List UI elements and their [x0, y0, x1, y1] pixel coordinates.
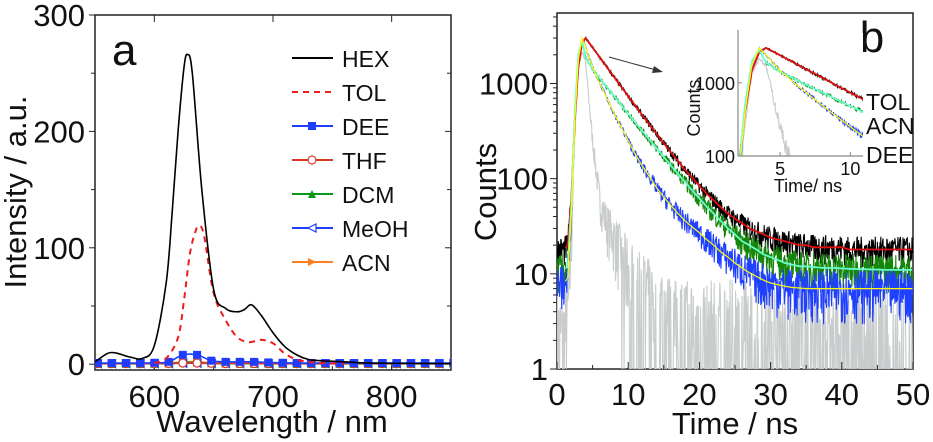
legend-item-hex: HEX — [292, 46, 389, 72]
legend-marker — [306, 223, 317, 233]
fit-curve-dee — [565, 35, 913, 290]
x-tick-label: 30 — [753, 377, 787, 412]
inset-y-axis-title: Counts — [684, 79, 704, 136]
data-point-dee — [121, 359, 130, 368]
y-tick-label: 200 — [33, 114, 85, 149]
legend-item-tol: TOL — [292, 80, 387, 106]
series-line-hex — [95, 53, 451, 365]
x-tick-label: 20 — [682, 377, 716, 412]
fit-curve-acn — [564, 40, 913, 271]
panel-a-frame — [94, 14, 452, 371]
panel-b-series — [557, 35, 913, 369]
legend-item-dee: DEE — [292, 114, 389, 140]
x-tick-label: 800 — [366, 379, 418, 414]
inset-label-tol: TOL — [866, 89, 911, 115]
data-point-dee — [207, 356, 216, 365]
legend-label: TOL — [342, 80, 387, 106]
data-point-dee — [335, 359, 344, 368]
legend-marker — [308, 190, 316, 198]
panel-a-legend: HEX TOL DEE THF DCM MeOH ACN — [292, 46, 408, 276]
inset-ticks: 5 10 100 1000 — [695, 30, 863, 179]
inset-label-dee: DEE — [866, 142, 913, 168]
inset-x-axis-title: Time/ ns — [774, 176, 842, 196]
fit-curve-tol — [564, 36, 913, 251]
panel-b-x-axis-title: Time / ns — [672, 406, 798, 441]
inset-x-tick-label: 5 — [775, 159, 785, 179]
inset-series-irf — [741, 57, 791, 156]
data-trace-irf — [557, 51, 913, 369]
panel-b-label: b — [860, 13, 884, 62]
inset-background — [738, 33, 863, 156]
y-tick-label: 10 — [514, 257, 548, 292]
legend-label: MeOH — [342, 216, 408, 242]
legend-item-dcm: DCM — [292, 182, 394, 208]
y-tick-label: 1 — [531, 352, 548, 387]
panel-a-series — [95, 53, 451, 369]
inset-label-acn: ACN — [866, 113, 915, 139]
inset-fit-curve-dee — [740, 46, 863, 156]
panel-a-x-axis-title: Wavelength / nm — [156, 404, 387, 439]
data-point-dee — [193, 350, 202, 359]
y-tick-label: 100 — [33, 231, 85, 266]
series-irf — [557, 51, 913, 369]
inset-chart: 5 10 100 1000 Time/ ns Counts TOL ACN DEE — [684, 30, 915, 196]
series-tol — [153, 224, 345, 365]
panel-a-ticks: 600 700 800 0 100 200 300 — [33, 0, 451, 414]
x-tick-label: 0 — [548, 377, 565, 412]
data-point-thf — [192, 358, 202, 368]
zoom-arrow — [608, 56, 657, 71]
data-point-dee — [278, 358, 287, 367]
data-point-dee — [235, 357, 244, 366]
legend-label: DCM — [342, 182, 394, 208]
data-point-dee — [250, 357, 259, 366]
x-tick-label: 40 — [825, 377, 859, 412]
inset-y-tick-label: 100 — [705, 147, 735, 167]
data-point-dee — [264, 358, 273, 367]
zoom-arrow-head — [652, 66, 663, 73]
inset-x-tick-label: 10 — [840, 159, 860, 179]
data-point-dee — [292, 359, 301, 368]
data-point-dee — [107, 359, 116, 368]
data-point-dee — [221, 357, 230, 366]
legend-label: DEE — [342, 114, 389, 140]
legend-marker — [308, 122, 316, 130]
data-point-dee — [136, 359, 145, 368]
x-tick-label: 700 — [247, 379, 299, 414]
data-point-dee — [178, 350, 187, 359]
panel-a: 600 700 800 0 100 200 300 a Wavelength / nm In… — [0, 0, 452, 439]
panel-b-y-axis-title: Counts — [468, 143, 503, 241]
inset-series — [738, 46, 863, 156]
inset-data-trace-irf — [741, 57, 791, 156]
data-point-dee — [164, 357, 173, 366]
y-tick-label: 300 — [33, 0, 85, 33]
legend-item-meoh: MeOH — [292, 216, 408, 242]
legend-label: THF — [342, 148, 387, 174]
panel-b: 0 10 20 30 40 50 1 10 100 1000 b Time / ns Counts… — [468, 12, 930, 441]
legend-marker — [307, 155, 317, 165]
inset-fit-curve-acn — [739, 48, 863, 156]
x-tick-label: 50 — [896, 377, 930, 412]
panel-a-label: a — [112, 26, 137, 75]
data-point-dee — [95, 359, 102, 368]
y-tick-label: 1000 — [479, 66, 548, 101]
inset-y-tick-label: 1000 — [695, 74, 735, 94]
panel-a-y-axis-title: Intensity / a.u. — [0, 96, 33, 289]
x-tick-label: 10 — [611, 377, 645, 412]
y-tick-label: 100 — [496, 162, 548, 197]
series-line-tol — [153, 224, 345, 365]
legend-item-thf: THF — [292, 148, 387, 174]
legend-item-acn: ACN — [292, 250, 391, 276]
legend-marker — [308, 258, 316, 266]
legend-label: HEX — [342, 46, 389, 72]
x-tick-label: 600 — [128, 379, 180, 414]
legend-label: ACN — [342, 250, 391, 276]
y-tick-label: 0 — [68, 347, 85, 382]
panel-b-ticks: 0 10 20 30 40 50 1 10 100 1000 — [479, 16, 930, 412]
data-point-thf — [178, 358, 188, 368]
series-hex — [95, 53, 451, 365]
